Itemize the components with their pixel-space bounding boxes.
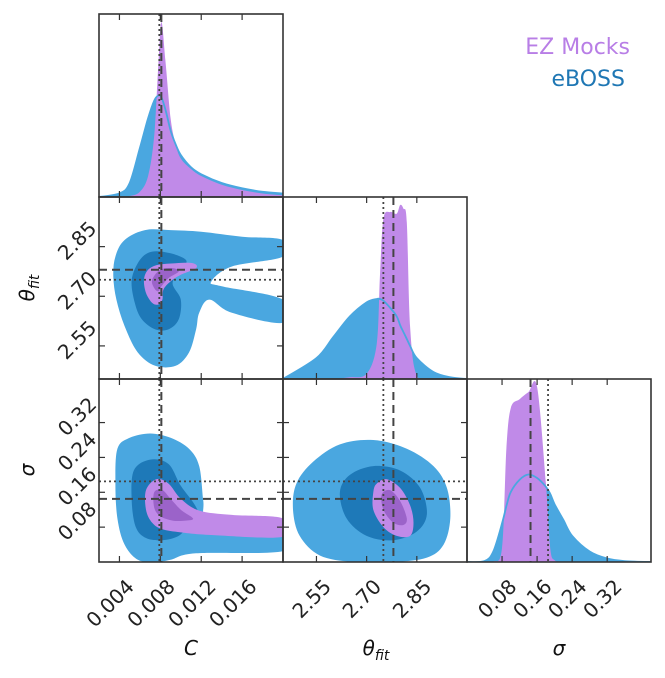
x-axis-label-sigma: σ <box>553 636 567 660</box>
x-axis-label-theta-fit: θfit <box>363 636 390 664</box>
panel-frame <box>466 378 652 563</box>
x-tick-label-theta_fit: 2.70 <box>338 574 386 622</box>
x-tick-label-theta_fit: 2.55 <box>287 574 335 622</box>
y-tick-label-theta_fit: 2.55 <box>53 316 101 364</box>
y-tick-label-theta_fit: 2.85 <box>53 216 101 264</box>
y-axis-label-sigma: σ <box>15 462 39 476</box>
y-tick-label-sigma: 0.32 <box>53 392 101 440</box>
y-tick-label-theta_fit: 2.70 <box>53 266 101 314</box>
y-axis-label-theta-fit: θfit <box>15 274 43 301</box>
marginal-C-eboss-fill <box>99 95 283 197</box>
legend-entry-eboss: eBOSS <box>552 67 626 92</box>
y-tick-label-sigma: 0.24 <box>53 427 101 475</box>
x-tick-label-theta_fit: 2.85 <box>388 574 436 622</box>
frames-layer <box>98 13 652 563</box>
marginal-sigma-ez-mocks-fill <box>467 381 651 562</box>
marginal-theta_fit-eboss-fill <box>283 298 467 379</box>
y-tick-label-sigma: 0.08 <box>53 497 101 545</box>
legend-entry-ez-mocks: EZ Mocks <box>525 35 630 60</box>
contour-ez-mocks-95 <box>144 478 283 538</box>
marginal-C <box>99 14 283 197</box>
x-tick-label-C: 0.016 <box>204 574 261 631</box>
marginal-C-ez-mocks-fill <box>99 21 283 197</box>
marginal-theta_fit-eboss-outline-line <box>283 297 467 379</box>
y-tick-label-sigma: 0.16 <box>53 462 101 510</box>
contour-ez-mocks-68 <box>153 489 194 522</box>
x-tick-label-sigma: 0.32 <box>578 574 626 622</box>
marginal-sigma-eboss-outline-line <box>467 473 651 562</box>
contour-panel-C_sigma <box>99 379 283 562</box>
marginal-theta_fit <box>283 197 467 379</box>
contour-panel-theta_fit_sigma <box>283 379 467 562</box>
marginal-C-eboss-outline-line <box>99 94 283 197</box>
x-axis-label-C: C <box>184 636 198 660</box>
panels-layer <box>99 14 651 562</box>
marginal-sigma <box>467 379 651 562</box>
contour-panel-C_theta_fit <box>99 197 283 379</box>
